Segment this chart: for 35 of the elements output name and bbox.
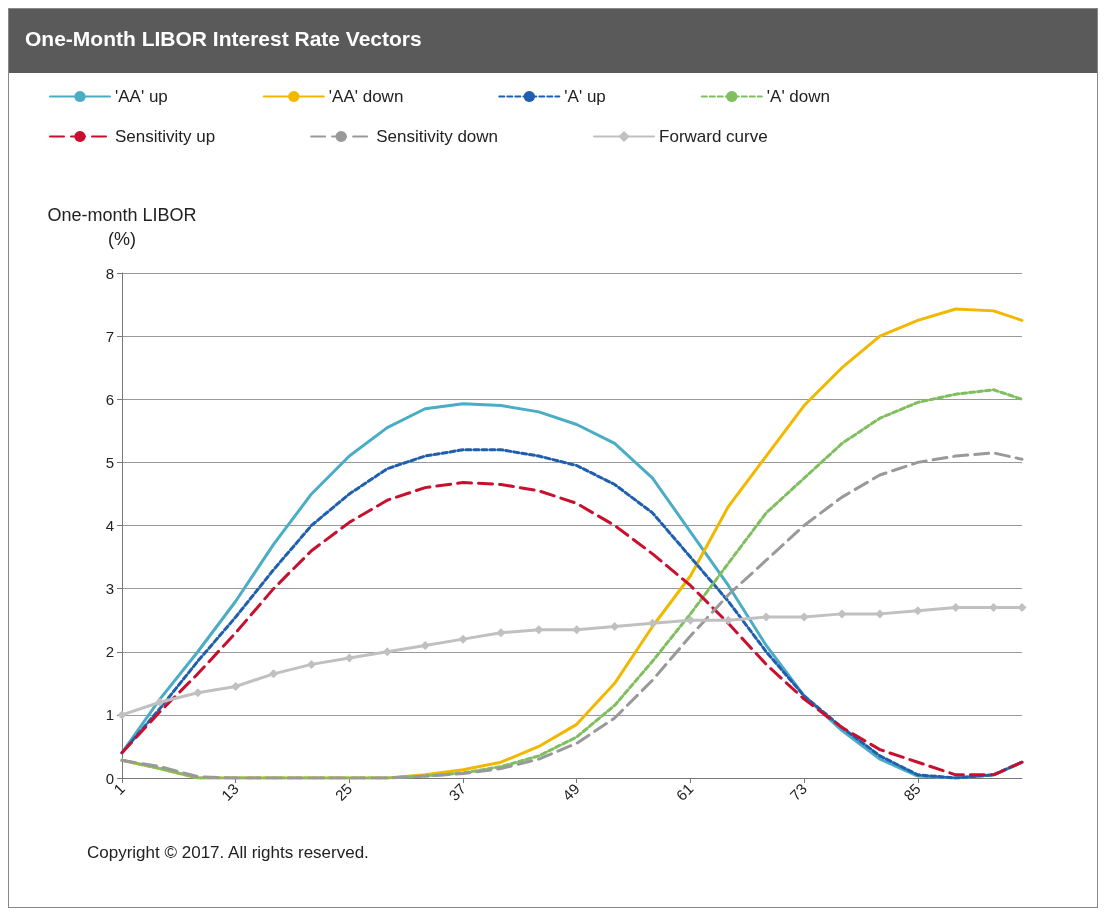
legend-label: Sensitivity up xyxy=(115,127,216,146)
legend-label: 'A' down xyxy=(766,87,830,106)
text: Copyright © 2017. All rights reserved. xyxy=(86,843,370,863)
x-tick-label: 61 xyxy=(672,779,697,804)
point xyxy=(382,647,392,657)
x-tick-label: 85 xyxy=(899,779,924,804)
x-tick-label: 49 xyxy=(558,779,583,804)
point xyxy=(231,681,241,691)
point xyxy=(269,669,279,679)
legend-label: Sensitivity down xyxy=(376,127,499,146)
x-tick-label: 25 xyxy=(331,779,356,804)
chart-title: One-Month LIBOR Interest Rate Vectors xyxy=(9,9,1097,73)
y-tick-label: 0 xyxy=(105,769,114,787)
legend-label: 'AA' down xyxy=(328,87,404,106)
y-tick-label: 7 xyxy=(105,327,114,345)
point xyxy=(193,688,203,698)
legend-label: 'A' up xyxy=(564,87,606,106)
y-tick-label: 5 xyxy=(105,453,114,471)
x-tick-label: 13 xyxy=(217,779,242,804)
point xyxy=(420,640,430,650)
legend-label: 'AA' up xyxy=(115,87,168,106)
y-tick-label: 4 xyxy=(105,517,114,534)
y-tick-label: 8 xyxy=(105,264,114,282)
point xyxy=(458,634,468,644)
y-tick-label: 2 xyxy=(105,643,114,661)
y-tick-label: 6 xyxy=(105,390,114,408)
y-tick-label: 1 xyxy=(105,706,114,724)
point xyxy=(155,697,165,707)
point xyxy=(306,659,316,669)
y-tick-label: 3 xyxy=(105,580,114,598)
y-axis-title: One-month LIBOR (%) xyxy=(47,205,197,249)
point xyxy=(117,710,127,720)
x-tick-label: 37 xyxy=(445,779,470,804)
legend-label: Forward curve xyxy=(659,127,768,146)
x-tick-label: 73 xyxy=(786,779,811,804)
